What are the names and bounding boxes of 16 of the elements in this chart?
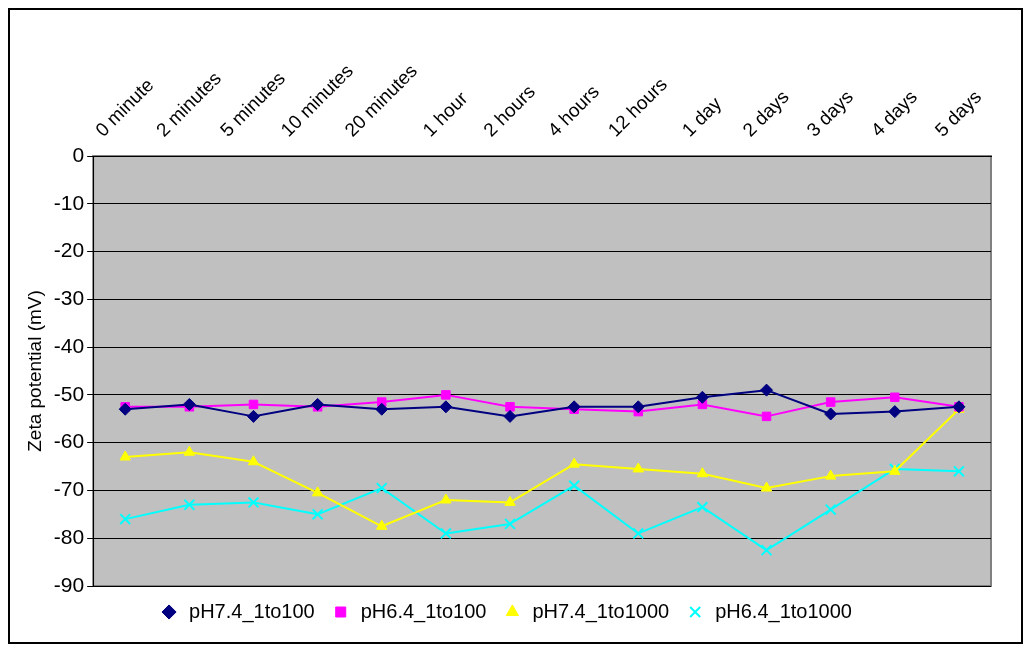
y-axis-title: Zeta potential (mV)	[23, 290, 45, 452]
y-tick-label: -50	[53, 381, 85, 405]
y-tick-label: -10	[53, 190, 85, 214]
legend-label: pH7.4_1to100	[189, 599, 315, 623]
legend-label: pH6.4_1to1000	[715, 599, 852, 623]
legend-label: pH6.4_1to100	[360, 599, 487, 623]
y-tick-label: -80	[53, 525, 85, 549]
x-tick-label: 1 day	[677, 92, 726, 141]
y-tick-label: -70	[53, 477, 85, 501]
y-tick-label: -90	[53, 572, 85, 596]
y-tick-label: 0	[72, 142, 85, 166]
y-tick-label: -30	[53, 286, 85, 310]
y-tick-label: -60	[53, 429, 85, 453]
y-tick-label: -20	[53, 238, 85, 262]
y-tick-label: -40	[53, 333, 85, 357]
legend-label: pH7.4_1to1000	[532, 599, 670, 623]
